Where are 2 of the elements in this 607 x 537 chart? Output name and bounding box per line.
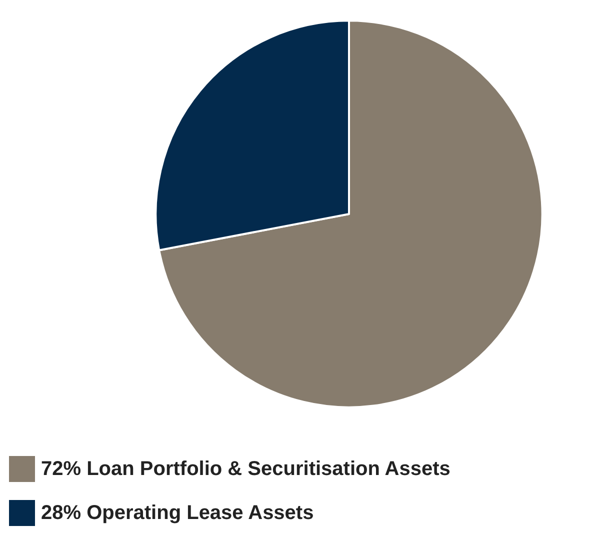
legend-label: 72% Loan Portfolio & Securitisation Assets — [41, 458, 450, 480]
legend-label: 28% Operating Lease Assets — [41, 502, 314, 524]
